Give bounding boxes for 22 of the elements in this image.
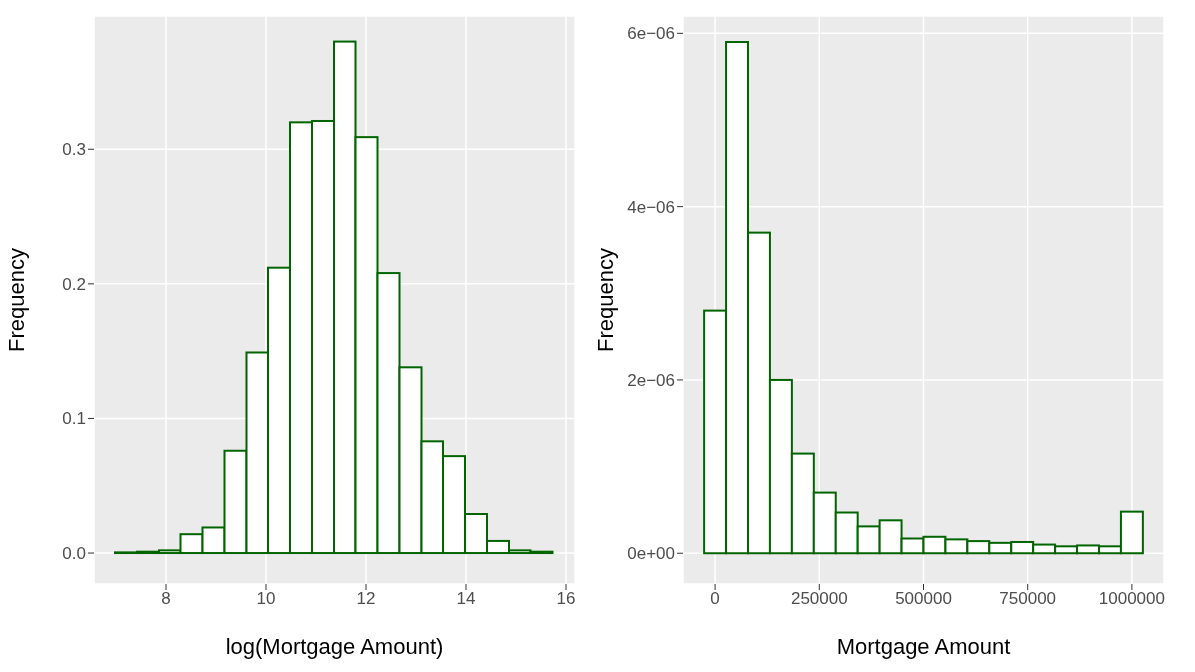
y-axis-title: Frequency [592,248,618,352]
x-tick-label: 10 [256,589,276,609]
x-tick-label: 500000 [895,589,952,609]
x-tick-label: 12 [356,589,376,609]
x-tick-label: 14 [456,589,476,609]
x-tick-label: 8 [161,589,171,609]
y-tick-label: 0.1 [62,409,86,429]
x-axis-title: Mortgage Amount [836,634,1011,659]
y-tick-label: 4e−06 [627,197,675,217]
y-tick-label: 0.0 [62,544,86,564]
x-tick-label: 250000 [790,589,848,609]
y-tick-label: 2e−06 [627,370,675,390]
x-tick-label: 1000000 [1098,589,1165,609]
x-tick-label: 750000 [999,589,1057,609]
y-axis-title: Frequency [3,248,29,352]
x-axis-title: log(Mortgage Amount) [225,634,444,659]
x-tick-label: 0 [710,589,720,609]
y-tick-label: 0e+00 [627,544,675,564]
y-tick-label: 0.3 [62,140,86,160]
y-tick-label: 6e−06 [627,24,675,44]
y-tick-label: 0.2 [62,274,86,294]
x-tick-label: 16 [556,589,576,609]
